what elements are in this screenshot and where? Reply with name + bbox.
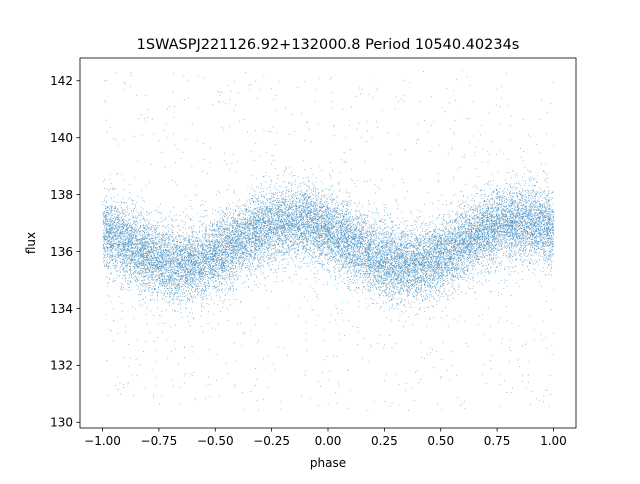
y-axis-label: flux [24, 232, 38, 254]
x-tick-label: 0.00 [315, 434, 342, 448]
x-axis-label: phase [310, 456, 346, 470]
x-tick-label: −1.00 [84, 434, 121, 448]
x-axis: −1.00 −0.75 −0.50 −0.25 0.00 0.25 0.50 0.75 1.00 [84, 428, 567, 448]
y-tick-label: 138 [50, 188, 73, 202]
y-tick-label: 130 [50, 416, 73, 430]
plot-frame [79, 57, 577, 429]
chart-title: 1SWASPJ221126.92+132000.8 Period 10540.4… [137, 37, 520, 53]
x-tick-label: 0.25 [371, 434, 398, 448]
y-tick-label: 136 [50, 245, 73, 259]
y-tick-label: 132 [50, 359, 73, 373]
x-tick-label: −0.75 [141, 434, 178, 448]
scatter-points [102, 70, 555, 411]
y-axis: 130 132 134 136 138 140 142 [50, 74, 80, 430]
scatter-point-cloud [102, 70, 555, 411]
x-tick-label: 0.50 [427, 434, 454, 448]
x-tick-label: −0.50 [197, 434, 234, 448]
x-tick-label: −0.25 [253, 434, 290, 448]
x-tick-label: 0.75 [484, 434, 511, 448]
y-tick-label: 140 [50, 131, 73, 145]
y-tick-label: 134 [50, 302, 73, 316]
x-tick-label: 1.00 [540, 434, 567, 448]
y-tick-label: 142 [50, 74, 73, 88]
